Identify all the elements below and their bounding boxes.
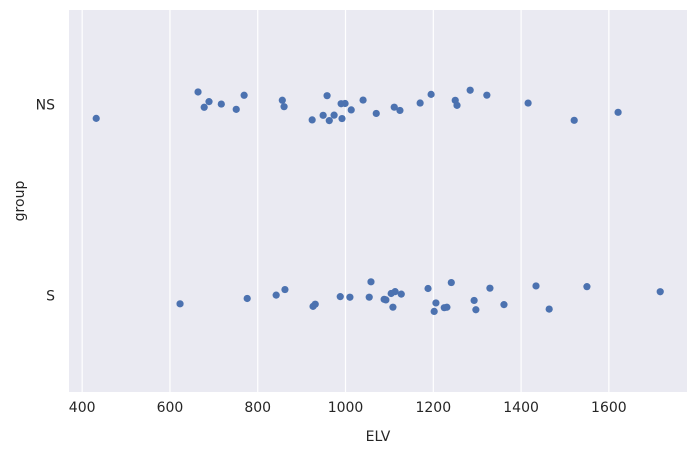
point <box>500 301 508 309</box>
x-tick-label: 400 <box>69 400 96 416</box>
point <box>372 109 380 118</box>
point <box>200 103 208 111</box>
point <box>416 99 424 107</box>
point <box>524 99 532 107</box>
point <box>205 98 213 106</box>
point <box>325 117 333 125</box>
point <box>472 306 480 314</box>
point <box>272 291 280 299</box>
point <box>532 282 540 290</box>
point <box>486 284 494 292</box>
point <box>176 300 184 308</box>
point <box>483 91 491 99</box>
y-tick-label: NS <box>36 98 55 114</box>
point <box>232 105 240 113</box>
y-axis-label: group <box>12 181 28 222</box>
point <box>390 103 398 111</box>
point <box>443 303 451 311</box>
point <box>278 96 286 104</box>
point <box>240 91 248 99</box>
point <box>427 90 435 98</box>
x-axis-label: ELV <box>366 429 391 445</box>
x-tick-label: 1000 <box>328 400 364 416</box>
point <box>453 101 461 109</box>
point <box>545 305 553 313</box>
point <box>341 99 349 108</box>
point <box>359 96 367 104</box>
point <box>308 116 316 124</box>
x-tick-label: 1200 <box>415 400 451 416</box>
x-tick-label: 1600 <box>591 400 627 416</box>
point <box>243 294 251 303</box>
point <box>365 293 373 301</box>
point <box>430 307 438 315</box>
point <box>92 114 100 122</box>
grid <box>81 10 610 392</box>
point <box>614 108 622 116</box>
point <box>323 92 331 100</box>
point <box>396 106 404 115</box>
point <box>346 293 354 301</box>
x-tick-label: 800 <box>244 400 271 416</box>
point <box>470 296 478 305</box>
x-tick-label: 1400 <box>503 400 539 416</box>
point <box>336 293 344 301</box>
point <box>389 303 397 311</box>
point <box>281 285 289 294</box>
point <box>280 103 288 111</box>
point <box>347 106 355 114</box>
point <box>367 278 375 286</box>
point <box>656 288 664 296</box>
point <box>583 283 591 291</box>
point <box>570 116 578 124</box>
point <box>466 86 474 94</box>
point <box>447 278 455 287</box>
point <box>311 300 319 308</box>
point <box>330 111 338 119</box>
point <box>319 111 327 119</box>
point <box>338 114 346 123</box>
point <box>194 88 202 96</box>
plot-area <box>69 10 687 392</box>
x-tick-label: 600 <box>157 400 184 416</box>
point <box>397 290 405 298</box>
y-tick-label: S <box>46 289 55 305</box>
point <box>382 296 390 304</box>
point <box>217 100 225 108</box>
point <box>424 284 432 293</box>
point <box>391 288 399 296</box>
point <box>432 299 440 307</box>
